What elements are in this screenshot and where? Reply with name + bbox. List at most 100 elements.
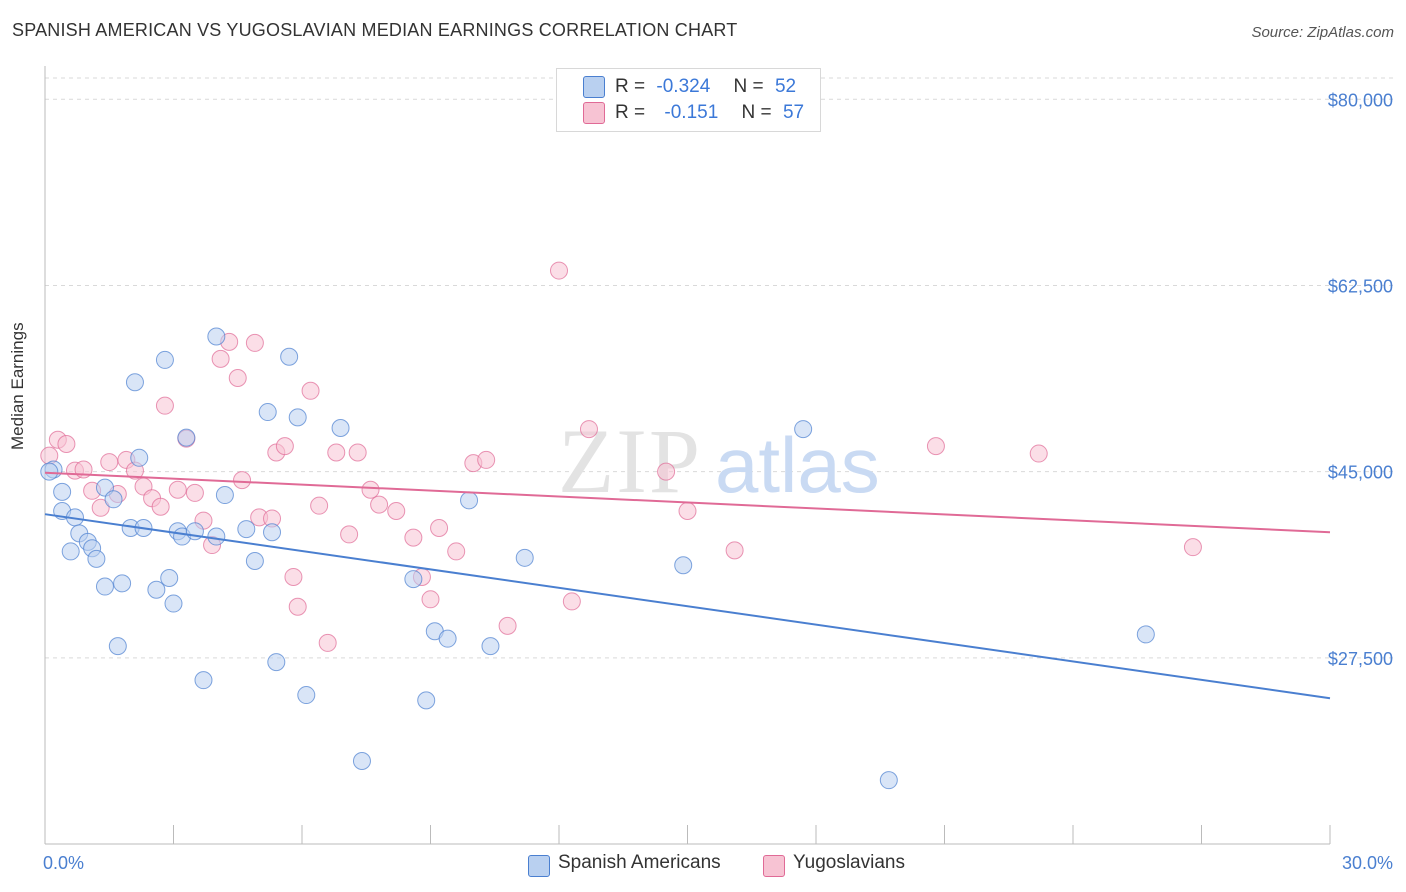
- yugoslavians-point: [151, 497, 170, 516]
- yugoslavians-point: [370, 495, 389, 514]
- spanish-americans-point: [267, 653, 286, 672]
- spanish-americans-point: [438, 629, 457, 648]
- legend-n-label: N =: [741, 102, 772, 123]
- series-name-yugoslavians: Yugoslavians: [793, 852, 905, 873]
- spanish-americans-point: [147, 580, 166, 599]
- spanish-americans-point: [297, 686, 316, 705]
- spanish-americans-point: [879, 771, 898, 790]
- series-name-spanish-americans: Spanish Americans: [558, 852, 721, 873]
- trend-lines: [44, 471, 1331, 700]
- spanish-americans-point: [417, 691, 436, 710]
- yugoslavians-point: [477, 450, 496, 469]
- spanish-americans-point: [280, 347, 299, 366]
- yugoslavians-point: [361, 480, 380, 499]
- spanish-americans-point: [1136, 625, 1155, 644]
- yugoslavians-point: [211, 349, 230, 368]
- spanish-americans-point: [40, 462, 59, 481]
- yugoslavians-point: [579, 420, 598, 439]
- spanish-americans-point: [160, 569, 179, 588]
- spanish-americans-point: [61, 542, 80, 561]
- spanish-americans-point: [130, 448, 149, 467]
- legend-r-label: R =: [615, 76, 646, 97]
- spanish-americans-point: [674, 556, 693, 575]
- spanish-americans-point: [331, 419, 350, 438]
- yugoslavians-point: [228, 369, 247, 388]
- blue-swatch: [583, 76, 605, 98]
- correlation-legend: R = -0.324 N = 52 R = -0.151 N = 57: [556, 68, 821, 132]
- spanish-americans-point: [215, 486, 234, 505]
- source-credit: Source: ZipAtlas.com: [1251, 24, 1394, 41]
- yugoslavians-point: [318, 633, 337, 652]
- spanish-americans-point: [113, 574, 132, 593]
- yugoslavians-point: [168, 480, 187, 499]
- yugoslavians-point: [1029, 444, 1048, 463]
- yugoslavians-point: [498, 616, 517, 635]
- yugoslavians-point: [678, 502, 697, 521]
- spanish-americans-point: [207, 527, 226, 546]
- yugoslavians-point: [301, 381, 320, 400]
- spanish-americans-point: [53, 482, 72, 501]
- spanish-americans-point: [263, 523, 282, 542]
- tick-labels: $27,500 $45,000 $62,500 $80,000 0.0% 30.0%: [43, 90, 1393, 873]
- spanish-americans-point: [515, 548, 534, 567]
- spanish-americans-point: [794, 420, 813, 439]
- spanish-americans-point: [164, 594, 183, 613]
- y-tick-label: $45,000: [1328, 463, 1393, 483]
- spanish-americans-point: [125, 373, 144, 392]
- x-tick-label: 30.0%: [1342, 853, 1393, 873]
- spanish-americans-trend-line: [44, 513, 1331, 700]
- y-tick-label: $80,000: [1328, 90, 1393, 110]
- yugoslavians-point: [404, 528, 423, 547]
- yugoslavians-point: [185, 483, 204, 502]
- yugoslavians-point: [421, 590, 440, 609]
- yugoslavians-point: [550, 261, 568, 280]
- yugoslavians-point: [310, 496, 329, 515]
- spanish-americans-point: [207, 327, 226, 346]
- yugoslavians-trend-line: [44, 471, 1331, 534]
- yugoslavians-point: [275, 437, 294, 456]
- yugoslavians-point: [57, 434, 76, 453]
- spanish-americans-point: [87, 549, 106, 568]
- spanish-americans-point: [245, 552, 264, 571]
- spanish-americans-point: [237, 520, 256, 539]
- spanish-americans-point: [155, 350, 174, 369]
- yugoslavians-point: [155, 396, 174, 415]
- yugoslavians-point: [284, 567, 303, 586]
- yugoslavians-point: [233, 471, 252, 490]
- spanish-americans-point: [258, 403, 277, 422]
- pink-swatch: [583, 102, 605, 124]
- legend-r-label: R =: [615, 102, 646, 123]
- gridlines: [45, 77, 1395, 659]
- spanish-americans-point: [288, 408, 307, 427]
- x-tick-label: 0.0%: [43, 853, 84, 873]
- yugoslavians-point: [562, 592, 581, 611]
- spanish-americans-point: [194, 671, 213, 690]
- legend-blue-r: -0.324: [656, 76, 711, 97]
- yugoslavians-point: [340, 525, 359, 544]
- spanish-americans-point: [177, 428, 196, 447]
- blue-swatch: [528, 855, 550, 877]
- yugoslavians-point: [657, 462, 676, 481]
- legend-pink-r: -0.151: [664, 102, 719, 123]
- spanish-americans-point: [352, 752, 371, 771]
- spanish-americans-points: [40, 327, 1155, 790]
- chart-title: SPANISH AMERICAN VS YUGOSLAVIAN MEDIAN E…: [12, 20, 738, 40]
- y-tick-label: $27,500: [1328, 649, 1393, 669]
- legend-n-label: N =: [733, 76, 764, 97]
- y-tick-label: $62,500: [1328, 276, 1393, 296]
- yugoslavians-point: [725, 541, 744, 560]
- spanish-americans-point: [95, 577, 114, 596]
- yugoslavians-point: [327, 443, 346, 462]
- yugoslavians-point: [1183, 538, 1202, 557]
- watermark: ZIP atlas: [558, 410, 880, 512]
- yugoslavians-point: [926, 437, 945, 456]
- yugoslavians-point: [245, 333, 264, 352]
- yugoslavians-point: [288, 597, 307, 616]
- yugoslavians-point: [447, 542, 466, 561]
- legend-blue-n: 52: [774, 76, 797, 97]
- spanish-americans-point: [108, 637, 127, 656]
- yugoslavians-point: [387, 502, 406, 521]
- yugoslavians-point: [430, 519, 449, 538]
- spanish-americans-point: [404, 570, 423, 589]
